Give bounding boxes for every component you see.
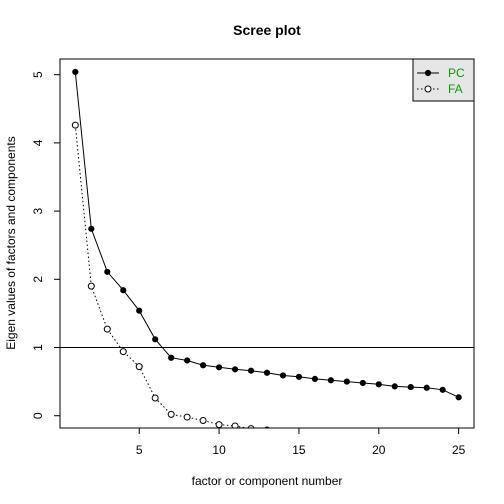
- data-point-pc: [184, 357, 191, 364]
- data-point-pc: [327, 377, 334, 384]
- data-point-pc: [247, 367, 255, 374]
- data-point-pc: [215, 364, 223, 371]
- data-point-pc: [168, 354, 175, 361]
- data-point-pc: [311, 375, 319, 382]
- plot-frame: [59, 58, 475, 429]
- y-axis-label: Eigen values of factors and components: [4, 136, 18, 349]
- x-tick-label: 25: [452, 443, 466, 457]
- data-point-pc: [263, 369, 271, 376]
- data-point-fa: [87, 282, 95, 290]
- data-point-pc: [279, 372, 287, 379]
- x-tick-label: 15: [292, 443, 306, 457]
- data-point-fa: [247, 425, 255, 428]
- data-point-fa: [231, 422, 239, 428]
- y-tick-label: 2: [31, 276, 45, 283]
- data-point-fa: [183, 413, 191, 421]
- data-point-fa: [71, 121, 79, 129]
- data-point-pc: [375, 381, 382, 388]
- x-tick-label: 10: [212, 443, 226, 457]
- data-point-pc: [152, 336, 159, 343]
- data-point-pc: [72, 68, 79, 76]
- data-point-fa: [199, 416, 207, 424]
- data-point-pc: [136, 307, 143, 314]
- data-point-fa: [135, 363, 143, 371]
- chart-title: Scree plot: [233, 22, 301, 38]
- legend: PC FA: [412, 58, 475, 102]
- data-point-pc: [231, 366, 239, 373]
- legend-label-pc: PC: [448, 66, 465, 80]
- legend-box: [412, 58, 475, 102]
- data-point-fa: [151, 394, 159, 402]
- data-point-pc: [359, 379, 366, 387]
- data-point-pc: [104, 268, 111, 275]
- data-point-pc: [439, 386, 446, 393]
- data-point-pc: [295, 373, 303, 380]
- data-point-pc: [343, 378, 350, 385]
- data-point-pc: [455, 394, 462, 401]
- data-point-fa: [167, 410, 175, 418]
- x-axis-label: factor or component number: [192, 474, 343, 488]
- y-tick-label: 0: [31, 412, 45, 419]
- y-tick-label: 4: [31, 139, 45, 146]
- data-point-fa: [215, 421, 223, 428]
- y-tick-label: 5: [31, 71, 45, 78]
- data-point-pc: [423, 384, 430, 391]
- y-tick-label: 3: [31, 207, 45, 214]
- legend-marker-fa: [424, 85, 432, 93]
- data-point-pc: [88, 225, 95, 232]
- data-point-pc: [200, 362, 207, 369]
- x-tick-label: 5: [136, 443, 143, 457]
- plot-area-clip: [60, 68, 474, 428]
- data-point-fa: [119, 348, 127, 356]
- data-point-fa: [103, 325, 111, 333]
- data-point-pc: [391, 383, 398, 390]
- legend-marker-pc: [424, 69, 432, 77]
- axis-layer: 5 10 15 20 25 0 1 2 3 4 5: [31, 58, 475, 457]
- data-point-pc: [407, 383, 414, 391]
- y-tick-label: 1: [31, 344, 45, 351]
- x-tick-label: 20: [372, 443, 386, 457]
- data-point-pc: [120, 287, 127, 294]
- plot-layer: [60, 68, 474, 428]
- legend-label-fa: FA: [448, 82, 463, 96]
